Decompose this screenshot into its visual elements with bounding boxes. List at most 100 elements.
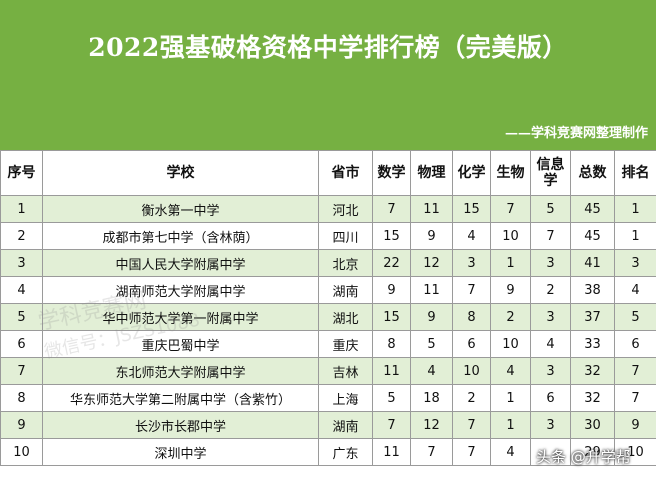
header-rank: 排名 [614,150,656,196]
cell-index: 2 [0,222,43,250]
cell-total: 29 [570,438,615,466]
cell-school: 衡水第一中学 [42,195,319,223]
cell-informatics: 4 [530,330,571,358]
header-school: 学校 [42,150,319,196]
cell-rank: 6 [614,330,656,358]
cell-rank: 7 [614,384,656,412]
cell-math: 7 [372,195,411,223]
cell-school: 成都市第七中学（含林荫） [42,222,319,250]
cell-informatics: 3 [530,303,571,331]
cell-index: 10 [0,438,43,466]
cell-total: 32 [570,384,615,412]
cell-chemistry: 10 [452,357,491,385]
cell-informatics: 5 [530,195,571,223]
cell-school: 华中师范大学第一附属中学 [42,303,319,331]
cell-chemistry: 7 [452,438,491,466]
cell-biology: 1 [490,249,531,277]
cell-province: 河北 [318,195,373,223]
header-biology: 生物 [490,150,531,196]
table-header-row: 序号 学校 省市 数学 物理 化学 生物 信息学 总数 排名 [0,150,656,196]
cell-province: 湖南 [318,276,373,304]
cell-province: 重庆 [318,330,373,358]
cell-physics: 5 [410,330,453,358]
header-index: 序号 [0,150,43,196]
cell-chemistry: 8 [452,303,491,331]
cell-index: 3 [0,249,43,277]
header-math: 数学 [372,150,411,196]
cell-index: 1 [0,195,43,223]
cell-biology: 10 [490,330,531,358]
cell-school: 长沙市长郡中学 [42,411,319,439]
cell-math: 11 [372,357,411,385]
cell-chemistry: 4 [452,222,491,250]
cell-math: 11 [372,438,411,466]
table-row: 4 湖南师范大学附属中学 湖南 9 11 7 9 2 38 4 [0,276,656,304]
cell-physics: 12 [410,411,453,439]
cell-rank: 4 [614,276,656,304]
table-row: 8 华东师范大学第二附属中学（含紫竹） 上海 5 18 2 1 6 32 7 [0,384,656,412]
cell-index: 5 [0,303,43,331]
cell-total: 32 [570,357,615,385]
cell-math: 15 [372,303,411,331]
cell-physics: 9 [410,303,453,331]
cell-total: 37 [570,303,615,331]
cell-school: 湖南师范大学附属中学 [42,276,319,304]
cell-rank: 3 [614,249,656,277]
cell-math: 22 [372,249,411,277]
cell-total: 30 [570,411,615,439]
table-row: 6 重庆巴蜀中学 重庆 8 5 6 10 4 33 6 [0,330,656,358]
header-chemistry: 化学 [452,150,491,196]
cell-chemistry: 15 [452,195,491,223]
cell-total: 45 [570,195,615,223]
cell-total: 38 [570,276,615,304]
cell-physics: 11 [410,195,453,223]
credit-text: ——学科竞赛网整理制作 [504,126,648,141]
header-banner: 2022强基破格资格中学排行榜（完美版） ——学科竞赛网整理制作 [0,0,656,150]
header-informatics: 信息学 [530,150,571,196]
table-row: 1 衡水第一中学 河北 7 11 15 7 5 45 1 [0,195,656,223]
table-row: 5 华中师范大学第一附属中学 湖北 15 9 8 2 3 37 5 [0,303,656,331]
cell-biology: 9 [490,276,531,304]
cell-informatics: 6 [530,384,571,412]
header-total: 总数 [570,150,615,196]
cell-province: 北京 [318,249,373,277]
cell-school: 东北师范大学附属中学 [42,357,319,385]
cell-chemistry: 3 [452,249,491,277]
cell-school: 华东师范大学第二附属中学（含紫竹） [42,384,319,412]
cell-rank: 1 [614,222,656,250]
cell-informatics: 3 [530,357,571,385]
cell-rank: 9 [614,411,656,439]
header-province: 省市 [318,150,373,196]
cell-rank: 10 [614,438,656,466]
cell-physics: 7 [410,438,453,466]
cell-province: 湖南 [318,411,373,439]
table-row: 7 东北师范大学附属中学 吉林 11 4 10 4 3 32 7 [0,357,656,385]
cell-total: 33 [570,330,615,358]
cell-index: 4 [0,276,43,304]
cell-province: 广东 [318,438,373,466]
header-physics: 物理 [410,150,453,196]
cell-chemistry: 6 [452,330,491,358]
cell-total: 41 [570,249,615,277]
cell-index: 6 [0,330,43,358]
cell-informatics: 3 [530,411,571,439]
cell-biology: 1 [490,384,531,412]
cell-math: 8 [372,330,411,358]
cell-physics: 11 [410,276,453,304]
cell-province: 吉林 [318,357,373,385]
cell-physics: 4 [410,357,453,385]
cell-school: 中国人民大学附属中学 [42,249,319,277]
page-title: 2022强基破格资格中学排行榜（完美版） [88,33,568,62]
cell-biology: 4 [490,357,531,385]
cell-biology: 1 [490,411,531,439]
corner-logo: 头条 @升学帮 [536,448,631,466]
table-row: 10 深圳中学 广东 11 7 7 4 29 10 [0,438,656,466]
cell-index: 8 [0,384,43,412]
cell-informatics: 3 [530,249,571,277]
cell-biology: 10 [490,222,531,250]
cell-biology: 7 [490,195,531,223]
cell-physics: 9 [410,222,453,250]
cell-informatics [530,438,571,466]
cell-physics: 18 [410,384,453,412]
cell-index: 7 [0,357,43,385]
